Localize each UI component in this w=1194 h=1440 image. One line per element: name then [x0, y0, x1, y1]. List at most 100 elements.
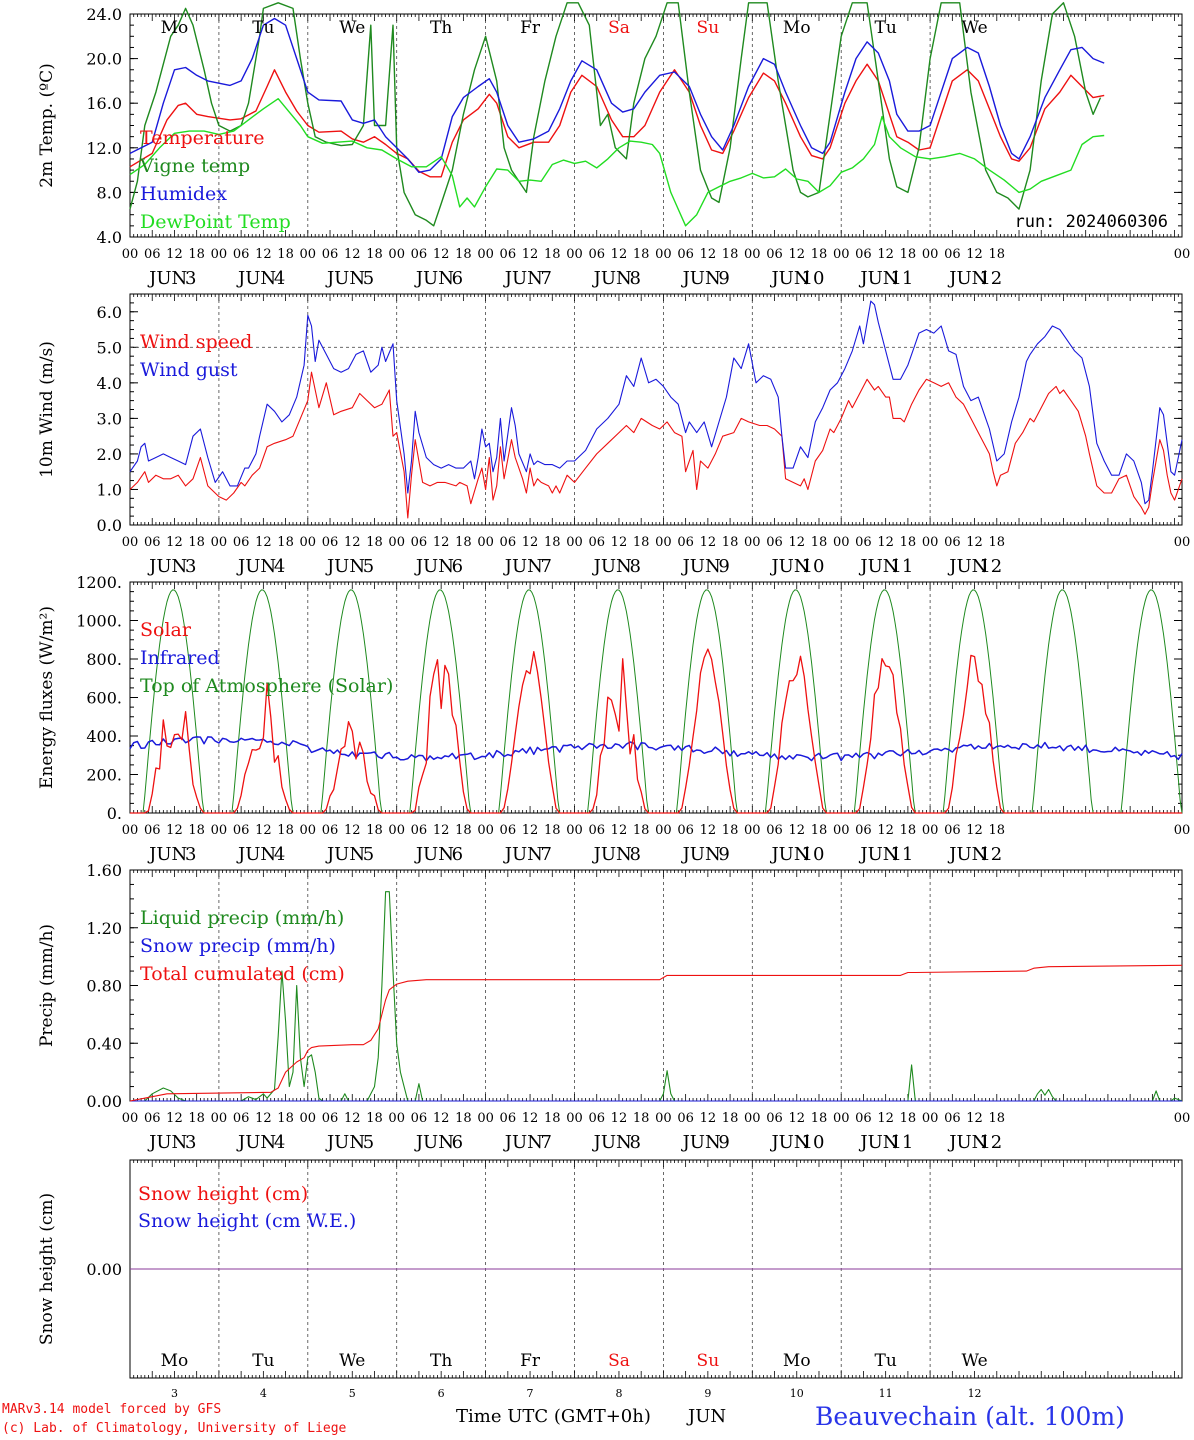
x-month-label: JUN: [681, 268, 721, 289]
x-month-label: JUN: [147, 556, 187, 577]
x-date-label: 9: [718, 556, 729, 577]
x-hour-label: 00: [566, 535, 583, 550]
x-hour-label: 06: [944, 247, 961, 262]
x-hour-label: 12: [344, 1111, 361, 1126]
x-hour-label: 12: [522, 823, 539, 838]
x-hour-label: 00: [655, 247, 672, 262]
weekday-label: Sa: [608, 1351, 630, 1371]
x-hour-label: 00: [211, 247, 228, 262]
legend-entry: Temperature: [140, 127, 264, 149]
x-hour-label: 12: [788, 247, 805, 262]
x-hour-label: 12: [611, 1111, 628, 1126]
x-hour-label: 12: [522, 247, 539, 262]
x-month-label: JUN: [858, 556, 898, 577]
x-hour-label: 06: [588, 535, 605, 550]
x-month-label: JUN: [858, 1132, 898, 1153]
panel-3: 0. 200. 400. 600. 800. 1000. 1200. Energy fluxe…: [37, 573, 1190, 865]
y-tick-label: 0.0: [97, 516, 122, 535]
x-hour-label: 18: [900, 1111, 917, 1126]
y-tick-label: 0.80: [86, 977, 122, 996]
x-hour-label: 06: [677, 247, 694, 262]
x-hour-label: 12: [877, 247, 894, 262]
x-hour-label: 06: [411, 535, 428, 550]
x-hour-label: 00: [833, 1111, 850, 1126]
x-month-label: JUN: [325, 556, 365, 577]
x-hour-label: 06: [944, 1111, 961, 1126]
y-tick-label: 12.0: [86, 139, 122, 158]
x-date-label: 10: [802, 268, 825, 289]
weekday-label: Fr: [520, 18, 541, 38]
x-hour-label: 06: [411, 247, 428, 262]
x-date-label: 7: [541, 556, 552, 577]
x-hour-label: 00: [388, 1111, 405, 1126]
series-line-1: [129, 63, 1105, 178]
x-hour-label: 06: [144, 535, 161, 550]
x-hour-label: 18: [455, 823, 472, 838]
weekday-label: Mo: [783, 18, 811, 38]
x-hour-label: 18: [989, 1111, 1006, 1126]
y-tick-label: 1.0: [97, 480, 122, 499]
x-date-label: 5: [363, 268, 374, 289]
x-hour-label: 18: [633, 1111, 650, 1126]
x-hour-label: 18: [544, 823, 561, 838]
y-axis-label: Precip (mm/h): [37, 924, 57, 1047]
x-hour-label: 12: [166, 535, 183, 550]
x-date-label: 11: [890, 268, 913, 289]
x-hour-label: 06: [766, 1111, 783, 1126]
model-credit: MARv3.14 model forced by GFS: [2, 1402, 222, 1417]
legend-entry: Infrared: [140, 647, 220, 669]
x-hour-label: 18: [900, 247, 917, 262]
x-hour-label: 12: [966, 1111, 983, 1126]
x-hour-label: 12: [700, 1111, 717, 1126]
x-hour-label: 00: [744, 823, 761, 838]
x-hour-label: 18: [722, 247, 739, 262]
x-hour-label: 00: [477, 247, 494, 262]
x-date-label: 5: [363, 844, 374, 865]
x-hour-label: 12: [966, 247, 983, 262]
x-hour-label: 18: [455, 535, 472, 550]
x-month-label: JUN: [236, 1132, 276, 1153]
x-date-label: 6: [452, 1132, 463, 1153]
x-month-label: JUN: [592, 1132, 632, 1153]
weekday-label: Tu: [875, 18, 897, 38]
weekday-label: Su: [697, 18, 720, 38]
x-month-label: JUN: [769, 844, 809, 865]
legend-entry: Liquid precip (mm/h): [140, 907, 344, 929]
x-month-label: JUN: [414, 268, 454, 289]
weekday-label: We: [961, 1351, 987, 1371]
x-hour-label: 00: [477, 1111, 494, 1126]
x-hour-label: 18: [900, 823, 917, 838]
x-date-label: 11: [890, 556, 913, 577]
x-month-label: JUN: [147, 844, 187, 865]
y-tick-label: 600.: [86, 689, 122, 708]
legend-entry: Wind speed: [140, 331, 252, 353]
x-hour-label: 00: [1174, 535, 1191, 550]
x-hour-label: 00: [744, 1111, 761, 1126]
x-hour-label: 12: [344, 823, 361, 838]
x-hour-label: 18: [366, 1111, 383, 1126]
x-hour-label: 18: [366, 823, 383, 838]
x-date-label: 6: [452, 268, 463, 289]
x-hour-label: 18: [633, 535, 650, 550]
x-hour-label: 06: [588, 823, 605, 838]
x-hour-label: 00: [833, 535, 850, 550]
series-line-2: [129, 2, 1102, 227]
x-hour-label: 18: [188, 535, 205, 550]
x-hour-label: 12: [611, 823, 628, 838]
y-tick-label: 0.: [107, 804, 122, 823]
y-axis-label: Snow height (cm): [37, 1193, 57, 1345]
x-hour-label: 00: [1174, 823, 1191, 838]
x-hour-label: 00: [833, 247, 850, 262]
y-tick-label: 0.00: [86, 1260, 122, 1279]
x-hour-label: 06: [500, 1111, 517, 1126]
x-hour-label: 18: [188, 823, 205, 838]
x-hour-label: 12: [255, 823, 272, 838]
x-month-label: JUN: [769, 556, 809, 577]
x-date-label: 4: [274, 1132, 285, 1153]
x-date-label: 8: [629, 1132, 640, 1153]
x-hour-label: 00: [655, 1111, 672, 1126]
x-hour-label: 18: [633, 823, 650, 838]
x-hour-label: 12: [788, 1111, 805, 1126]
x-month-label: JUN: [325, 268, 365, 289]
x-hour-label: 06: [677, 823, 694, 838]
